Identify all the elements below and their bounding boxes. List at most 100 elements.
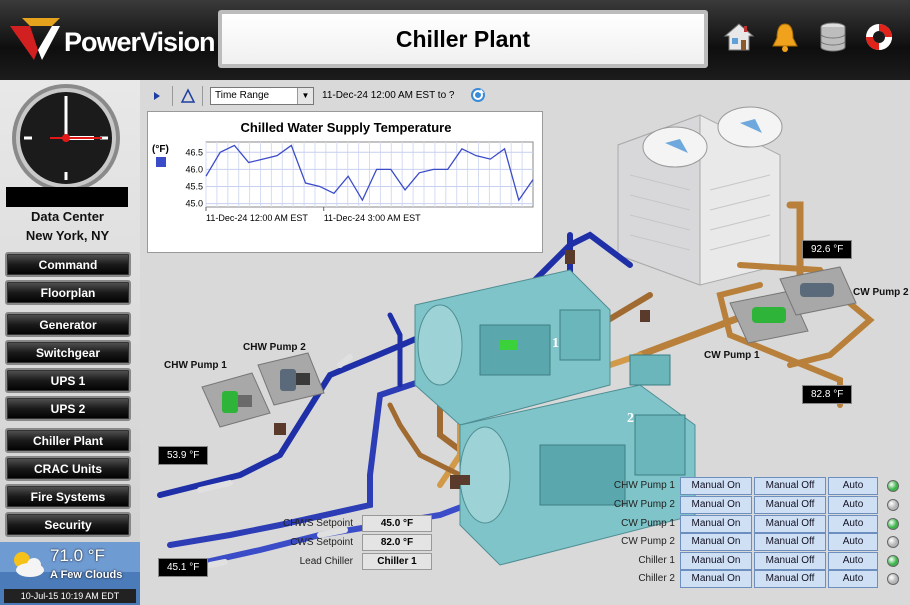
weather-widget: 71.0 °F A Few Clouds 10-Jul-15 10:19 AM … [0, 542, 140, 605]
manual-off-button[interactable]: Manual Off [754, 570, 826, 588]
help-lifebuoy-icon[interactable] [862, 20, 896, 54]
auto-button[interactable]: Auto [828, 570, 878, 588]
cw-supply-temp-readout: 92.6 °F [802, 240, 853, 259]
control-row-label: Chiller 1 [638, 555, 675, 566]
manual-on-button[interactable]: Manual On [680, 552, 752, 570]
weather-temperature: 71.0 °F [50, 546, 105, 565]
refresh-icon[interactable] [470, 87, 486, 103]
control-row-cw-pump-2: CW Pump 2 Manual On Manual Off Auto [600, 533, 905, 551]
chws-setpoint-value[interactable]: 45.0 °F [362, 515, 432, 532]
control-row-chiller-1: Chiller 1 Manual On Manual Off Auto [600, 552, 905, 570]
nav-fire-systems-button[interactable]: Fire Systems [5, 484, 131, 509]
manual-on-button[interactable]: Manual On [680, 533, 752, 551]
chw-pump-2 [257, 352, 325, 406]
control-row-label: CW Pump 1 [621, 518, 675, 529]
chart-title: Chilled Water Supply Temperature [240, 120, 452, 135]
manual-off-button[interactable]: Manual Off [754, 515, 826, 533]
control-row-cw-pump-1: CW Pump 1 Manual On Manual Off Auto [600, 515, 905, 533]
cw-pump-1-label: CW Pump 1 [704, 350, 760, 361]
manual-off-button[interactable]: Manual Off [754, 552, 826, 570]
nav-security-button[interactable]: Security [5, 512, 131, 537]
cws-setpoint-label: CWS Setpoint [290, 537, 353, 548]
manual-off-button[interactable]: Manual Off [754, 477, 826, 495]
control-row-label: CHW Pump 1 [613, 480, 675, 491]
nav-crac-units-button[interactable]: CRAC Units [5, 456, 131, 481]
weather-timestamp: 10-Jul-15 10:19 AM EDT [4, 589, 136, 603]
auto-button[interactable]: Auto [828, 552, 878, 570]
nav-floorplan-button[interactable]: Floorplan [5, 280, 131, 305]
x-tick-label: 11-Dec-24 3:00 AM EST [324, 213, 421, 223]
control-row-chw-pump-1: CHW Pump 1 Manual On Manual Off Auto [600, 477, 905, 495]
y-tick-label: 46.0 [185, 164, 203, 174]
status-indicator-icon [887, 573, 899, 585]
valves [274, 250, 650, 489]
chws-setpoint-label: CHWS Setpoint [282, 518, 353, 529]
chiller-plant-diagram: 1 2 [157, 106, 875, 573]
powervision-logo: PowerVision [8, 14, 216, 66]
alarm-bell-icon[interactable] [768, 20, 802, 54]
cws-setpoint-value[interactable]: 82.0 °F [362, 534, 432, 551]
cw-pump-2-label: CW Pump 2 [853, 287, 909, 298]
chiller-1-label: 1 [552, 336, 559, 351]
x-tick-label: 11-Dec-24 12:00 AM EST [206, 213, 308, 223]
cooling-tower [617, 106, 783, 286]
nav-ups1-button[interactable]: UPS 1 [5, 368, 131, 393]
chiller-2-label: 2 [627, 411, 634, 426]
toolbar-divider [202, 86, 203, 106]
status-indicator-icon [887, 480, 899, 492]
chiller-2 [459, 354, 696, 566]
nav-switchgear-button[interactable]: Switchgear [5, 340, 131, 365]
location-line-1: Data Center [31, 209, 104, 224]
nav-generator-button[interactable]: Generator [5, 312, 131, 337]
status-indicator-icon [887, 555, 899, 567]
lead-chiller-label: Lead Chiller [299, 556, 353, 567]
page-title: Chiller Plant [395, 25, 531, 52]
status-indicator-icon [887, 518, 899, 530]
analog-clock-icon [12, 84, 120, 192]
y-tick-label: 45.0 [185, 199, 203, 209]
cw-pump-1 [729, 290, 809, 344]
play-icon[interactable] [152, 90, 162, 102]
time-range-select[interactable]: Time Range ▼ [210, 87, 314, 105]
weather-condition: A Few Clouds [50, 569, 123, 581]
manual-on-button[interactable]: Manual On [680, 570, 752, 588]
delta-icon[interactable] [180, 88, 196, 104]
manual-off-button[interactable]: Manual Off [754, 496, 826, 514]
nav-chiller-plant-button[interactable]: Chiller Plant [5, 428, 131, 453]
auto-button[interactable]: Auto [828, 515, 878, 533]
chw-pump-1-label: CHW Pump 1 [164, 360, 227, 371]
chw-supply-temp-readout: 45.1 °F [158, 558, 209, 577]
status-indicator-icon [887, 499, 899, 511]
manual-on-button[interactable]: Manual On [680, 515, 752, 533]
nav-command-button[interactable]: Command [5, 252, 131, 277]
chart-plot: 46.5 46.0 45.5 45.011-Dec-24 12:00 AM EST 11… [185, 141, 534, 223]
chw-return-temp-readout: 53.9 °F [158, 446, 209, 465]
lead-chiller-value[interactable]: Chiller 1 [362, 553, 432, 570]
home-icon[interactable] [722, 20, 756, 54]
series-line [205, 144, 534, 202]
auto-button[interactable]: Auto [828, 477, 878, 495]
clock-digital-bar [6, 187, 128, 207]
chw-pump-1 [201, 372, 271, 428]
auto-button[interactable]: Auto [828, 496, 878, 514]
brand-name: PowerVision [64, 27, 216, 57]
database-icon[interactable] [816, 20, 850, 54]
chevron-down-icon[interactable]: ▼ [297, 88, 313, 104]
manual-on-button[interactable]: Manual On [680, 496, 752, 514]
logo-mark-icon [10, 18, 60, 60]
manual-on-button[interactable]: Manual On [680, 477, 752, 495]
sidebar: Data Center New York, NY Command Floorpl… [0, 80, 140, 605]
chw-supply-temp-chart: Chilled Water Supply Temperature (°F) 46… [147, 111, 543, 253]
page-title-box: Chiller Plant [218, 10, 708, 68]
auto-button[interactable]: Auto [828, 533, 878, 551]
nav-ups2-button[interactable]: UPS 2 [5, 396, 131, 421]
pipe-insulation-segments [197, 354, 353, 568]
manual-off-button[interactable]: Manual Off [754, 533, 826, 551]
chw-pump-2-label: CHW Pump 2 [243, 342, 306, 353]
status-indicator-icon [887, 536, 899, 548]
control-row-chw-pump-2: CHW Pump 2 Manual On Manual Off Auto [600, 496, 905, 514]
control-row-label: CHW Pump 2 [613, 499, 675, 510]
time-range-select-value: Time Range [215, 90, 270, 101]
control-row-label: Chiller 2 [638, 573, 675, 584]
partly-cloudy-icon [14, 552, 44, 577]
